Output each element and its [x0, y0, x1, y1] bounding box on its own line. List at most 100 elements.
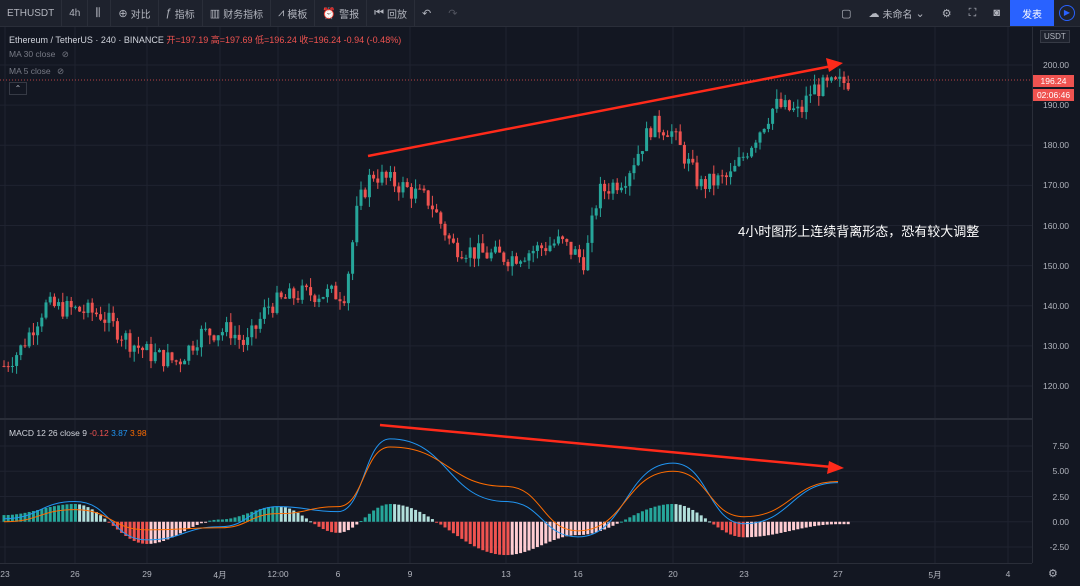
candle-body	[258, 318, 262, 329]
macd-hist-bar	[456, 521, 460, 537]
macd-hist-bar	[31, 511, 35, 522]
publish-button[interactable]: 发表	[1010, 0, 1054, 26]
alert-button[interactable]: ⏰ 警报	[315, 0, 368, 26]
macd-hist-bar	[325, 521, 329, 531]
layout-toggle-button[interactable]: ▢	[834, 0, 861, 26]
candle-body	[103, 319, 107, 323]
templates-button[interactable]: ⩘ 模板	[271, 0, 316, 26]
candle-body	[250, 325, 254, 338]
compare-button[interactable]: ⊕ 对比	[111, 0, 159, 26]
macd-hist-bar	[695, 512, 699, 522]
time-axis[interactable]: 23 26 29 4月 12:00 6 9 13 16 20 23 27 5月 4	[0, 563, 1032, 586]
candle-body	[472, 247, 476, 259]
camera-icon: ◙	[993, 7, 1000, 19]
time-tick-label: 16	[573, 569, 583, 579]
macd-hist-bar	[460, 521, 464, 539]
candle-body	[82, 311, 86, 313]
bar-chart-icon: ▥	[209, 7, 221, 20]
eye-off-icon[interactable]: ⊘	[56, 66, 65, 76]
price-tick-label: 170.00	[1043, 180, 1069, 191]
macd-hist-bar	[78, 504, 82, 522]
macd-hist-bar	[405, 506, 409, 522]
candle-body	[40, 317, 44, 327]
candle-body	[334, 285, 338, 300]
price-tick-label: 130.00	[1043, 340, 1069, 351]
candle-body	[477, 243, 481, 259]
macd-hist-bar	[338, 521, 342, 533]
candle-body	[124, 333, 128, 340]
candle-body	[808, 94, 812, 96]
ma30-legend[interactable]: MA 30 close ⊘	[9, 49, 69, 60]
candle-body	[279, 292, 283, 298]
candle-body	[527, 253, 531, 261]
candle-body	[829, 77, 833, 81]
redo-button[interactable]: ↷	[441, 0, 467, 26]
layout-name-button[interactable]: ☁ 未命名 ⌄	[862, 0, 935, 26]
square-icon: ▢	[841, 7, 852, 20]
macd-hist-bar	[27, 511, 31, 522]
macd-hist-bar	[166, 521, 170, 540]
candle-body	[52, 296, 56, 307]
candle-body	[187, 345, 191, 361]
candle-body	[666, 135, 670, 137]
candle-body	[594, 208, 598, 216]
macd-hist-bar	[792, 521, 796, 531]
chevron-down-icon: ⌄	[915, 7, 925, 20]
macd-hist-bar	[23, 512, 27, 522]
candle-body	[271, 306, 275, 313]
financials-button[interactable]: ▥ 财务指标	[203, 0, 272, 26]
candle-body	[691, 158, 695, 163]
macd-hist-bar	[834, 521, 838, 525]
candle-body	[590, 215, 594, 243]
play-button[interactable]: ▶	[1054, 0, 1080, 26]
candle-body	[229, 322, 233, 339]
interval-button[interactable]: 4h	[62, 0, 89, 26]
macd-hist-bar	[498, 521, 502, 555]
settings-button[interactable]: ⚙	[935, 0, 962, 26]
macd-hist-bar	[506, 521, 510, 556]
alert-label: 警报	[339, 9, 360, 21]
eye-off-icon[interactable]: ⊘	[61, 49, 69, 59]
chart-canvas[interactable]	[0, 27, 1032, 563]
candle-body	[561, 236, 565, 240]
macd-hist-bar	[632, 515, 636, 522]
ma5-legend[interactable]: MA 5 close ⊘	[9, 66, 64, 77]
snapshot-button[interactable]: ◙	[986, 0, 1010, 26]
chart-type-button[interactable]: ⫼	[88, 0, 112, 26]
replay-button[interactable]: ⏮ 回放	[367, 0, 415, 26]
candle-body	[586, 242, 590, 271]
candle-body	[657, 115, 661, 133]
collapse-legend-button[interactable]: ⌃	[9, 82, 27, 95]
candle-body	[771, 108, 775, 124]
macd-hist-bar	[703, 518, 707, 522]
macd-hist-bar	[527, 521, 531, 551]
axis-settings-icon[interactable]: ⚙	[1048, 568, 1058, 580]
indicators-button[interactable]: ƒ 指标	[159, 0, 203, 26]
macd-hist-bar	[556, 521, 560, 539]
price-axis[interactable]: 200.00 190.00 180.00 170.00 160.00 150.00 140.…	[1032, 27, 1080, 563]
candle-body	[388, 171, 392, 178]
macd-hist-bar	[829, 521, 833, 525]
candle-body	[10, 365, 14, 367]
price-tick-label: 160.00	[1043, 220, 1069, 231]
currency-badge[interactable]: USDT	[1040, 30, 1070, 43]
macd-hist-bar	[544, 521, 548, 544]
candle-body	[19, 345, 23, 356]
macd-legend: MACD 12 26 close 9 -0.12 3.87 3.98	[9, 428, 147, 438]
low-value: 低=196.24	[255, 35, 297, 45]
candle-body	[489, 252, 493, 259]
candle-body	[166, 352, 170, 367]
macd-hist-bar	[708, 521, 712, 523]
candle-body	[359, 189, 363, 206]
fullscreen-button[interactable]: ⛶	[962, 0, 987, 26]
templates-label: 模板	[287, 9, 308, 21]
toolbar-right: ▢ ☁ 未命名 ⌄ ⚙ ⛶ ◙ 发表 ▶	[834, 0, 1080, 26]
undo-button[interactable]: ↶	[415, 0, 441, 26]
ma5-label: MA 5 close	[9, 66, 51, 76]
candle-body	[573, 249, 577, 255]
candle-body	[216, 335, 220, 341]
candle-body	[237, 334, 241, 340]
macd-trend-arrow	[379, 423, 833, 469]
candle-body	[485, 252, 489, 259]
symbol-search[interactable]: ETHUSDT	[0, 0, 63, 26]
